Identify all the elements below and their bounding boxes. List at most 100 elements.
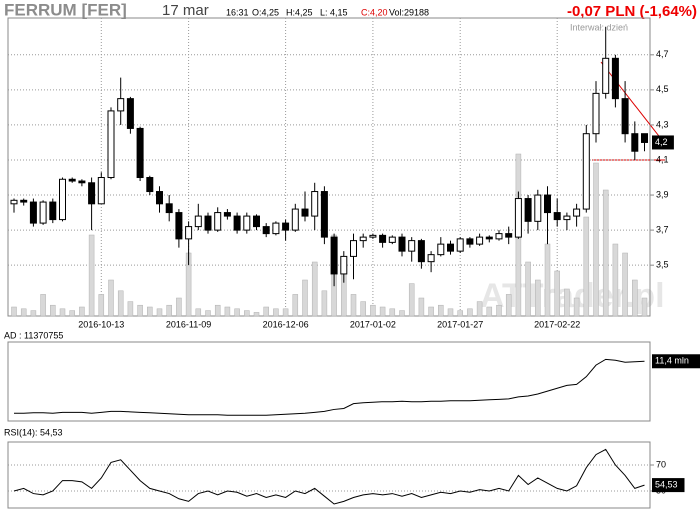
candle-body — [272, 222, 280, 235]
volume-bar — [564, 288, 570, 317]
volume-bar — [50, 304, 56, 317]
x-tick-label: 2016-12-06 — [263, 319, 309, 329]
volume-bar — [360, 301, 366, 317]
volume-bar — [389, 308, 396, 317]
candle-body — [611, 57, 619, 100]
volume-bar — [525, 261, 531, 317]
candle-body — [262, 226, 270, 235]
volume-bar — [253, 312, 260, 317]
candle-body — [388, 236, 396, 243]
candle-body — [476, 236, 484, 245]
candle-body — [544, 194, 551, 214]
volume-bar — [311, 261, 318, 317]
candle-body — [175, 212, 183, 240]
x-tick-label: 2017-01-27 — [437, 319, 483, 329]
candle-body — [126, 98, 134, 129]
volume-bar — [214, 304, 221, 317]
last-value-box — [652, 478, 685, 493]
volume-bar — [612, 243, 619, 317]
last-value-box — [652, 354, 700, 369]
volume-bar — [399, 310, 405, 317]
high: H:4,25 — [286, 7, 313, 17]
candle-body — [505, 233, 513, 238]
candle-body — [573, 208, 581, 217]
volume-bar — [234, 308, 240, 317]
volume-bar — [428, 306, 434, 317]
volume-bar — [224, 306, 231, 317]
rsi-panel — [7, 441, 651, 509]
volume-bar — [554, 270, 560, 317]
candle-body — [156, 191, 163, 205]
x-tick-label: 2016-11-09 — [166, 319, 211, 329]
volume-bar — [195, 308, 202, 317]
volume-bar — [69, 310, 75, 317]
volume-bar — [127, 301, 134, 317]
candle-body — [582, 133, 590, 210]
interval: Interwał: dzień — [570, 22, 628, 32]
ad-title: AD : 11370755 — [4, 330, 63, 340]
volume-bar — [282, 308, 289, 317]
candle-body — [427, 254, 435, 263]
volume-bar — [622, 252, 628, 317]
volume-bar — [30, 310, 37, 317]
candle-body — [233, 215, 241, 231]
candle-body — [136, 127, 144, 179]
volume-bar — [505, 294, 512, 317]
candle-body — [369, 234, 377, 238]
volume-bar — [244, 310, 250, 317]
ad-panel — [7, 341, 651, 422]
candle-body — [291, 208, 299, 231]
candle-body — [301, 208, 309, 217]
x-tick-label: 2017-02-22 — [534, 319, 580, 329]
candle-body — [495, 233, 503, 240]
volume-bar — [40, 294, 46, 317]
y-tick-label: 3,5 — [656, 260, 669, 270]
candle-body — [602, 57, 610, 94]
candle-body — [49, 201, 57, 221]
candle-body — [350, 240, 357, 257]
volume-bar — [418, 297, 425, 317]
candle-body — [417, 240, 425, 263]
volume-bar — [641, 297, 648, 317]
candle-body — [214, 212, 222, 231]
date: 17 mar — [162, 2, 209, 19]
volume-bar — [486, 306, 493, 317]
candle-body — [78, 180, 86, 184]
volume-bar — [117, 290, 124, 317]
volume-bar — [59, 308, 66, 317]
volume-bar — [98, 294, 105, 317]
volume-bar — [147, 306, 153, 317]
y-tick-label: 4,1 — [656, 154, 669, 164]
last-value-label: 11,4 mln — [655, 356, 689, 366]
candle-body — [456, 238, 464, 252]
last-value-box — [652, 135, 674, 150]
indicator-line — [13, 448, 645, 505]
volume-bar — [438, 304, 444, 317]
volume-bar — [593, 162, 599, 317]
x-tick-label: 2017-01-02 — [350, 319, 396, 329]
y-tick-label: 4,7 — [656, 49, 669, 59]
volume-bar — [263, 306, 269, 317]
volume-bar — [137, 304, 143, 317]
volume-bar — [544, 243, 551, 317]
volume-bar — [370, 304, 376, 317]
volume-bar — [205, 310, 211, 317]
volume-bar — [632, 279, 638, 317]
candle-body — [29, 201, 37, 224]
candle-body — [320, 191, 328, 238]
candle-body — [282, 222, 290, 231]
time: 16:31 — [226, 7, 249, 17]
change: -0,07 PLN (-1,64%) — [567, 3, 697, 20]
candle-body — [553, 212, 561, 221]
last-value-label: 54,53 — [655, 479, 678, 489]
candle-body — [243, 215, 251, 231]
candle-body — [59, 178, 66, 221]
volume-bar — [496, 304, 502, 317]
candle-body — [641, 133, 648, 143]
rsi-title: RSI(14): 54,53 — [4, 427, 63, 437]
volume-bar — [11, 306, 17, 317]
y-tick-label: 4,3 — [656, 119, 669, 129]
volume-bar — [602, 189, 609, 317]
candle-body — [88, 182, 96, 205]
